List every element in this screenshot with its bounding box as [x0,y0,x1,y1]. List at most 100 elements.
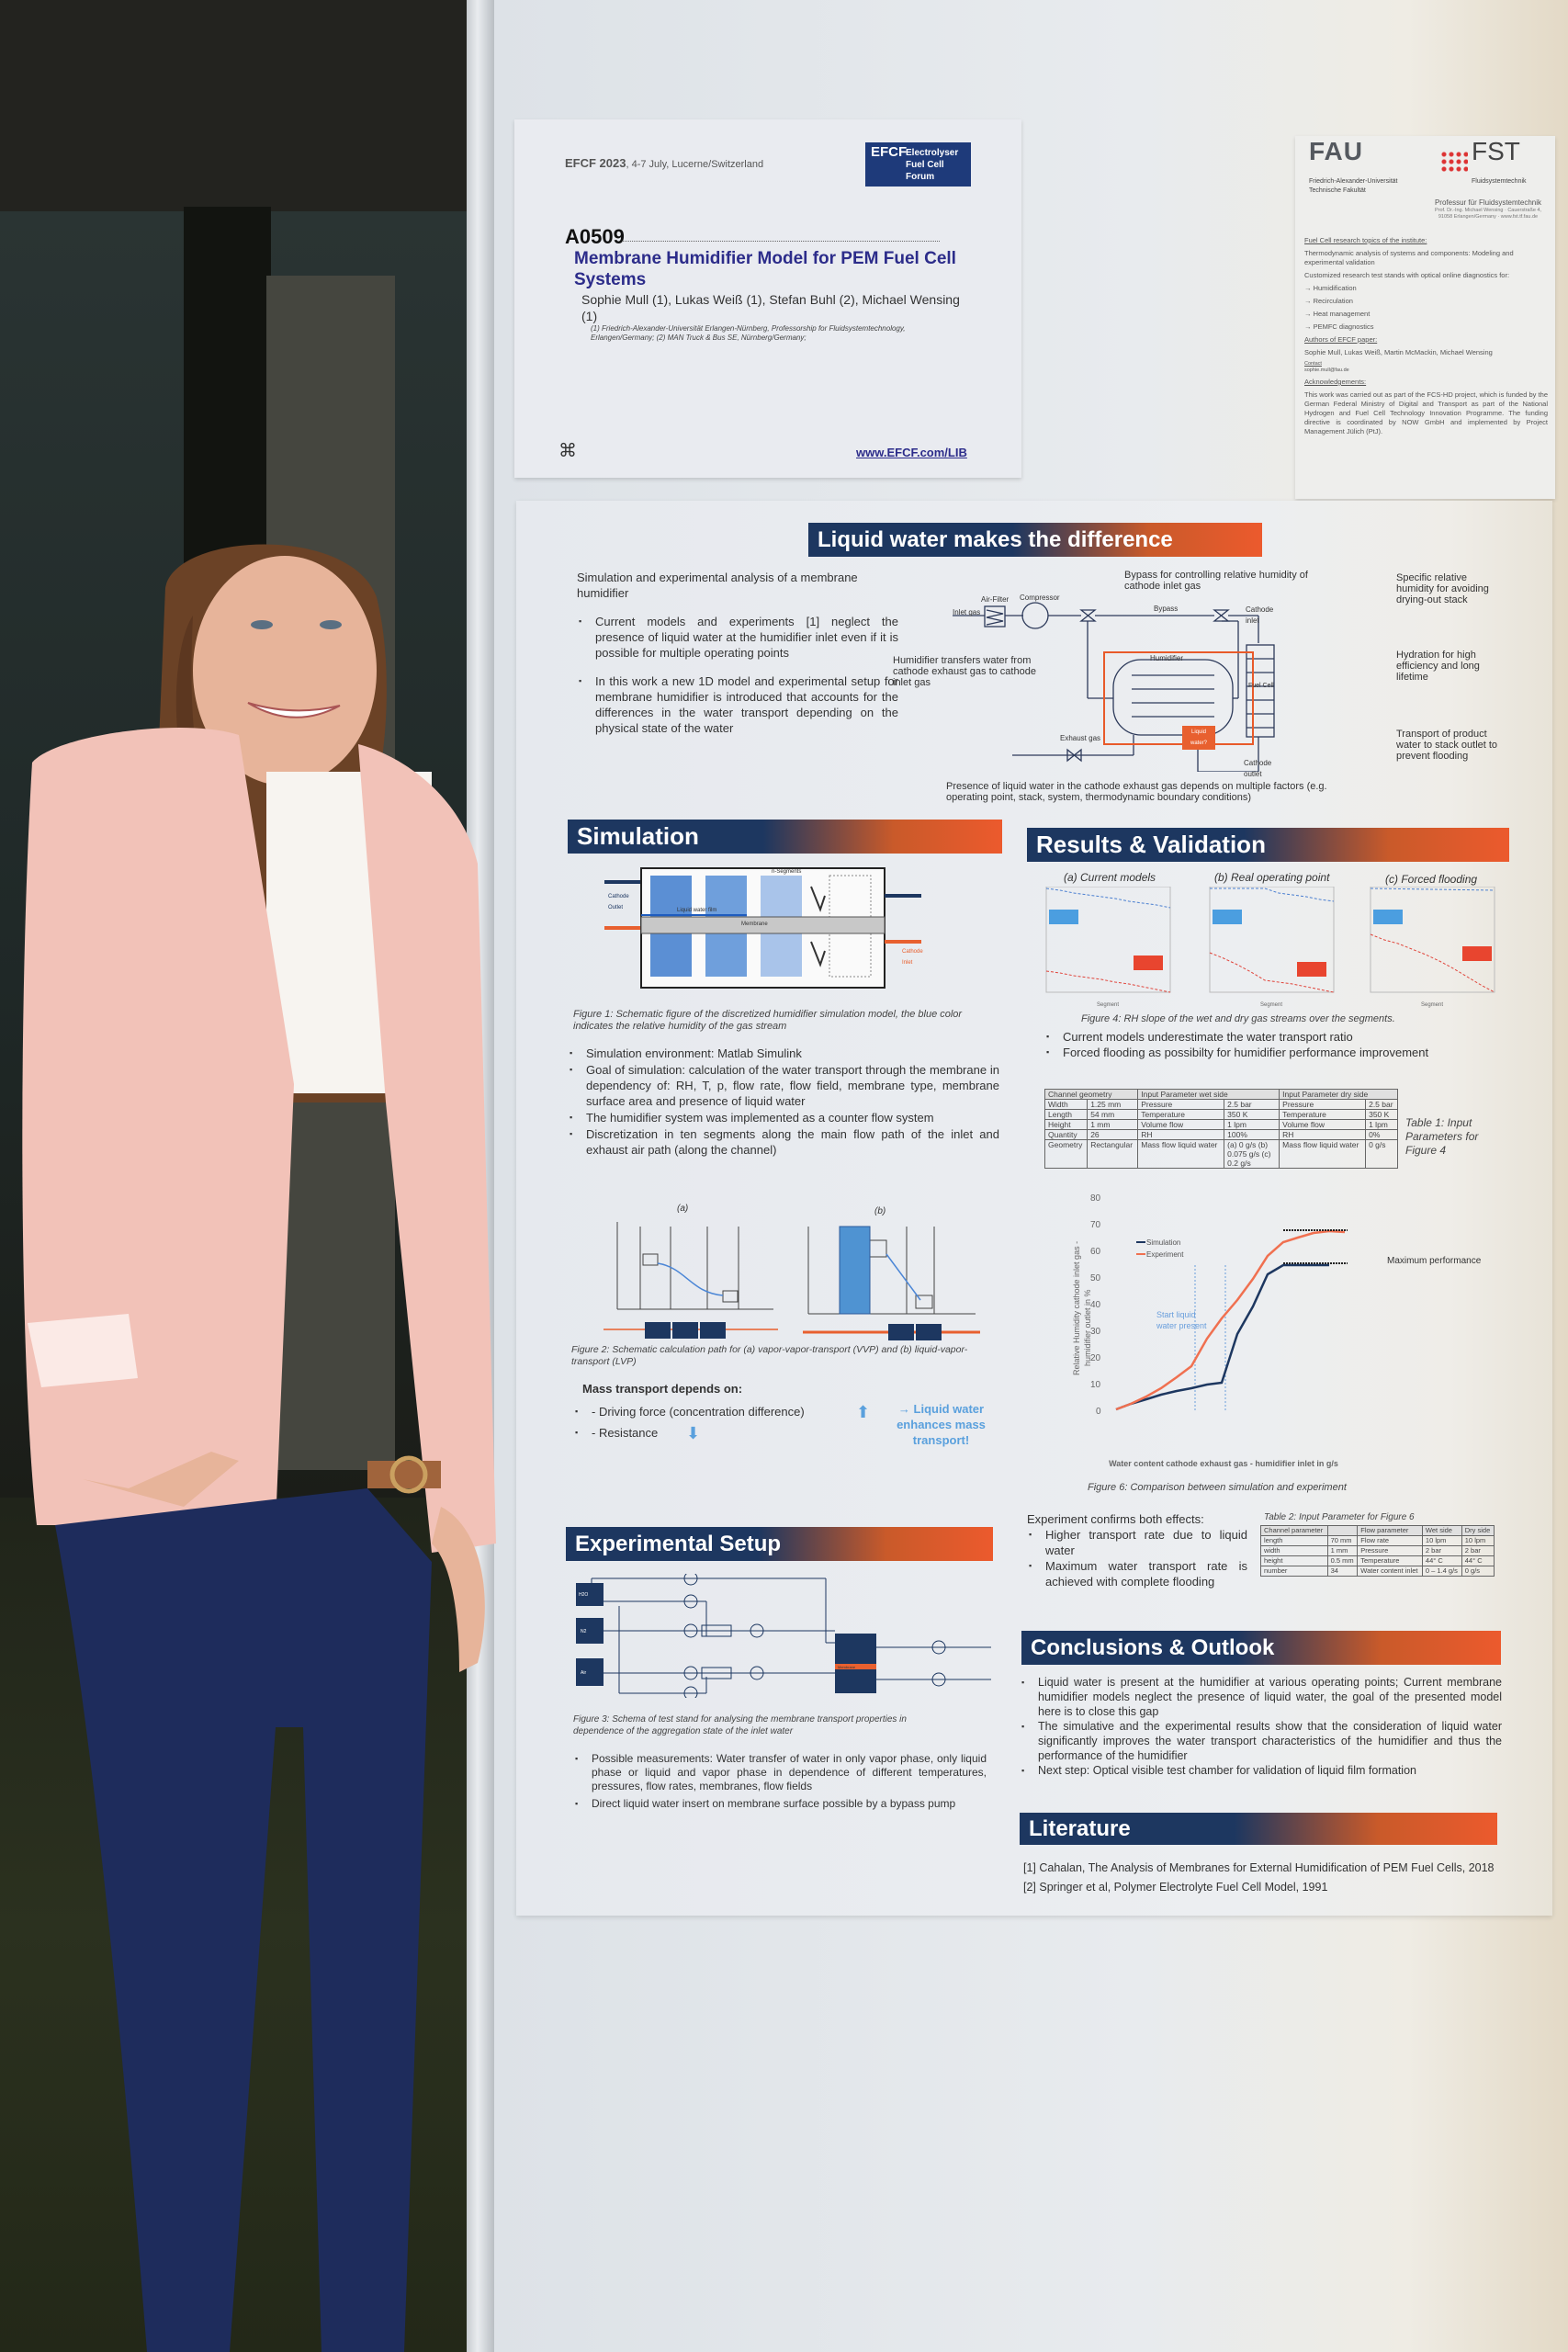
fig4-caption: Figure 4: RH slope of the wet and dry ga… [1081,1013,1395,1024]
simulation-bullet: Discretization in ten segments along the… [568,1126,999,1158]
conference-label: EFCF 2023, 4-7 July, Lucerne/Switzerland [565,156,764,170]
confirm-bullet: Maximum water transport rate is achieved… [1027,1558,1247,1589]
results-bullets: Current models underestimate the water t… [1044,1029,1513,1064]
conclusions-bullets: Liquid water is present at the humidifie… [1020,1675,1502,1781]
efcf-logo: EFCF Electrolyser Fuel Cell Forum [865,142,971,187]
svg-text:20: 20 [1090,1353,1101,1363]
fig4-charts: Segment Segment Segment [1045,887,1495,1008]
film-label: Liquid water film [677,908,717,913]
fau-logo: FAU [1309,137,1363,165]
confirm-bullet: Higher transport rate due to liquid wate… [1027,1527,1247,1558]
mass-item: - Resistance [573,1425,867,1441]
segments-label: n-Segments [772,869,802,875]
literature-banner: Literature [1020,1813,1497,1845]
experimental-bullets: Possible measurements: Water transfer of… [573,1752,987,1815]
legend-simulation: Simulation [1146,1238,1180,1247]
conclusions-banner: Conclusions & Outlook [1021,1631,1501,1665]
liquid-water-note: Presence of liquid water in the cathode … [946,781,1327,803]
efcf-url-link[interactable]: www.EFCF.com/LIB [856,446,967,459]
results-bullet: Current models underestimate the water t… [1044,1029,1513,1045]
right-note: Specific relative humidity for avoiding … [1396,572,1489,605]
fig1-caption: Figure 1: Schematic figure of the discre… [573,1009,963,1032]
fst-subtitle: Fluidsystemtechnik [1472,178,1527,185]
svg-text:10: 10 [1090,1380,1101,1390]
svg-text:humidifier outlet in %: humidifier outlet in % [1083,1289,1092,1366]
mass-items: - Driving force (concentration differenc… [573,1404,867,1444]
exhaust-gas-label: Exhaust gas [1060,734,1101,742]
affiliations: (1) Friedrich-Alexander-Universität Erla… [591,324,906,342]
table1-header: Channel geometry [1043,1089,1139,1100]
fuel-cell-label: Fuel Cell [1248,683,1274,689]
table1-header: Input Parameter dry side [1279,1089,1398,1100]
table-row: width 1 mm Pressure 2 bar 2 bar [1260,1545,1495,1556]
main-poster: Liquid water makes the difference Simula… [516,501,1552,1916]
table-row: Length 54 mm Temperature 350 K Temperature 35… [1043,1109,1398,1120]
topic-item: → PEMFC diagnostics [1304,322,1374,331]
fig3-caption: Figure 3: Schema of test stand for analy… [573,1714,907,1736]
conclusion-bullet: Liquid water is present at the humidifie… [1020,1675,1502,1719]
humidifier-label: Humidifier [1150,654,1184,662]
arrow-down-icon: ⬇ [686,1424,701,1442]
svg-text:30: 30 [1090,1327,1101,1337]
research-text: Thermodynamic analysis of systems and co… [1304,249,1514,266]
cathode-outlet-label: Cathode outlet [1244,759,1272,778]
transfer-note: Humidifier transfers water from cathode … [893,655,1036,688]
fig6-caption: Figure 6: Comparison between simulation … [1088,1482,1347,1493]
ack-text: This work was carried out as part of the… [1304,390,1548,435]
research-text: Customized research test stands with opt… [1304,271,1510,279]
institute-card: FAU Friedrich-Alexander-Universität Tech… [1295,136,1555,499]
inlet-gas-label: Inlet gas [953,608,981,616]
air-filter-label: Air-Filter [981,595,1010,604]
paper-authors: Sophie Mull, Lukas Weiß, Martin McMackin… [1304,348,1493,356]
intro-bullet: In this work a new 1D model and experime… [577,673,898,736]
table1: Channel geometry Input Parameter wet sid… [1043,1089,1398,1169]
fig2b-label: (b) [874,1206,886,1216]
intro-section: Simulation and experimental analysis of … [577,570,898,740]
fau-subtitle: Friedrich-Alexander-Universität Technisc… [1309,178,1398,194]
test-membrane-label: Membrane [838,1665,856,1669]
experimental-banner: Experimental Setup [566,1527,993,1561]
svg-text:40: 40 [1090,1300,1101,1310]
contact-label: Contact [1304,361,1322,367]
research-heading: Fuel Cell research topics of the institu… [1304,236,1427,244]
tank-air: Air [581,1670,587,1676]
reference-item: [1] Cahalan, The Analysis of Membranes f… [1023,1861,1495,1874]
fig1-cathode-inlet: Cathode Inlet [902,949,923,966]
experimental-bullet: Possible measurements: Water transfer of… [573,1752,987,1793]
bypass-note: Bypass for controlling relative humidity… [1124,570,1308,592]
professorship: Professur für Fluidsystemtechnik Prof. Dr… [1434,198,1542,220]
poster-id: A0509 [565,225,625,248]
table-row: Geometry Rectangular Mass flow liquid wate… [1043,1139,1398,1169]
results-banner: Results & Validation [1027,828,1509,862]
results-bullet: Forced flooding as possibilty for humidi… [1044,1045,1513,1060]
intro-lead: Simulation and experimental analysis of … [577,571,858,600]
ack-heading: Acknowledgements: [1304,378,1367,386]
fst-dots-icon [1440,151,1468,173]
simulation-bullet: Simulation environment: Matlab Simulink [568,1046,999,1061]
experimental-bullet: Direct liquid water insert on membrane s… [573,1797,987,1811]
right-note: Transport of product water to stack outl… [1396,729,1498,762]
table-row: length 70 mm Flow rate 10 lpm 10 lpm [1260,1535,1495,1546]
confirm-lead: Experiment confirms both effects: [1027,1512,1204,1526]
compressor-label: Compressor [1020,594,1060,602]
confirm-section: Experiment confirms both effects: Higher… [1027,1511,1247,1593]
topic-item: → Humidification [1304,284,1357,292]
liquid-water-label: Liquid water? [1190,729,1207,746]
efcf-mark-icon: ⌘ [558,441,577,461]
authors-heading: Authors of EFCF paper: [1304,335,1378,344]
svg-text:Segment: Segment [1260,1002,1282,1008]
table-row: Width 1.25 mm Pressure 2.5 bar Pressure 2.5 b… [1043,1099,1398,1110]
tank-h2o: H2O [579,1592,589,1598]
fig6-xlabel: Water content cathode exhaust gas - humi… [1109,1459,1338,1468]
table2-caption: Table 2: Input Parameter for Figure 6 [1264,1512,1415,1522]
poster-header-card: EFCF 2023, 4-7 July, Lucerne/Switzerland… [514,119,1021,478]
poster-title: Membrane Humidifier Model for PEM Fuel C… [574,249,956,289]
mass-heading: Mass transport depends on: [582,1382,743,1396]
table-row: Quantity 26 RH 100% RH 0% [1043,1129,1398,1140]
contact-email: sophie.mull@fau.de [1304,368,1349,373]
svg-text:50: 50 [1090,1273,1101,1283]
mass-note: → Liquid water enhances mass transport! [897,1402,986,1447]
simulation-banner: Simulation [568,820,1002,854]
max-performance-annotation: Maximum performance [1387,1256,1482,1266]
intro-bullet: Current models and experiments [1] negle… [577,614,898,661]
